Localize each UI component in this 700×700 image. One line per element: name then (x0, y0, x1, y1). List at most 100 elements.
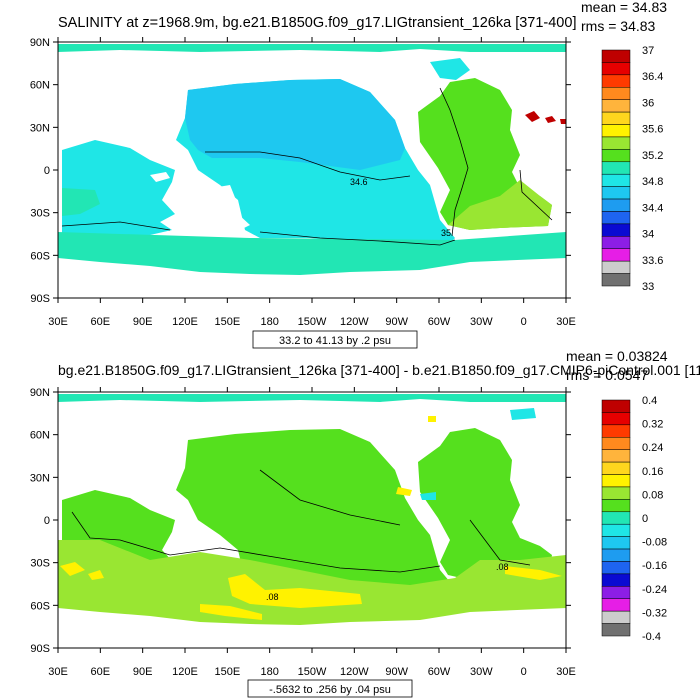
y-tick-label: 0 (44, 165, 50, 177)
mean-stat: mean = 34.83 (581, 0, 667, 15)
panel-title: SALINITY at z=1968.9m, bg.e21.B1850G.f09… (58, 15, 576, 31)
range-label: -.5632 to .256 by .04 psu (269, 684, 391, 696)
y-tick-label: 0 (44, 515, 50, 527)
colorbar-label: 36.4 (642, 71, 663, 83)
contour-label: .08 (266, 592, 279, 602)
y-tick-label: 90S (30, 643, 50, 655)
colorbar-swatch (601, 173, 631, 187)
colorbar-swatch (601, 111, 631, 125)
colorbar-swatch (601, 248, 631, 262)
colorbar-swatch (601, 474, 631, 488)
x-axis: 30E 60E 90E 120E 150E 180 150W 120W 90W 60W 30W 0 30… (48, 37, 576, 328)
colorbar-swatch (601, 511, 631, 525)
colorbar-swatch (601, 561, 631, 575)
colorbar-swatch (601, 461, 631, 475)
indian-shelf (62, 188, 100, 216)
colorbar-label: 34.4 (642, 202, 663, 214)
x-tick-label: 60W (428, 666, 451, 678)
rms-stat: rms = 0.0547 (566, 367, 648, 383)
colorbar-swatch (601, 449, 631, 463)
colorbar-swatch (601, 523, 631, 537)
contour-label: .08 (496, 562, 509, 572)
x-tick-label: 150W (298, 666, 327, 678)
southern-ocean (58, 540, 566, 625)
colorbar-swatch (601, 399, 631, 413)
x-tick-label: 60E (91, 666, 111, 678)
colorbar-swatch (601, 149, 631, 163)
colorbar-swatch (601, 124, 631, 138)
y-tick-label: 30S (30, 558, 50, 570)
x-tick-label: 90E (133, 316, 153, 328)
colorbar-swatch (601, 186, 631, 200)
x-tick-label: 30W (470, 316, 493, 328)
range-box: 33.2 to 41.13 by .2 psu (252, 330, 418, 349)
colorbar-label: 36 (642, 97, 654, 109)
x-tick-label: 30E (48, 666, 68, 678)
x-tick-label: 120E (172, 316, 198, 328)
north-pacific (185, 79, 405, 170)
rms-stat: rms = 34.83 (581, 18, 656, 34)
anomaly-patch (228, 574, 362, 608)
colorbar-label: -0.24 (642, 584, 667, 596)
colorbar-swatch (601, 49, 631, 63)
colorbar-swatch (601, 273, 631, 287)
indian-ocean (62, 140, 175, 237)
colorbar-label: 33 (642, 281, 654, 293)
colorbar-label: -0.4 (642, 631, 661, 643)
arctic-ocean (58, 44, 566, 52)
colorbar-label: 0.32 (642, 419, 663, 431)
x-tick-label: 150E (214, 316, 240, 328)
colorbar-swatch (601, 486, 631, 500)
colorbar-swatch (601, 136, 631, 150)
x-tick-label: 120W (340, 666, 369, 678)
colorbar-swatch (601, 610, 631, 624)
colorbar-label: 35.6 (642, 124, 663, 136)
colorbar-label: 33.6 (642, 255, 663, 267)
colorbar-label: 35.2 (642, 150, 663, 162)
y-tick-label: 90N (30, 37, 50, 49)
colorbar-swatch (601, 573, 631, 587)
colorbar-swatch (601, 536, 631, 550)
colorbar-swatch (601, 236, 631, 249)
colorbar-label: 0.4 (642, 395, 657, 407)
colorbar-swatch (601, 424, 631, 438)
colorbar-swatch (601, 623, 631, 637)
x-tick-label: 60E (91, 316, 111, 328)
colorbar-swatch (601, 260, 631, 274)
x-tick-label: 90W (385, 666, 408, 678)
panel-title: bg.e21.B1850G.f09_g17.LIGtransient_126ka… (58, 362, 700, 378)
x-tick-label: 180 (260, 666, 278, 678)
x-tick-label: 30E (556, 316, 576, 328)
y-tick-label: 60N (30, 430, 50, 442)
colorbar: 37 36.4 36 35.6 35.2 34.8 34.4 34 33.6 33 (601, 45, 663, 293)
south-atlantic (448, 180, 552, 230)
colorbar-swatch (601, 586, 631, 599)
map-top (58, 42, 566, 298)
colorbar-swatch (601, 211, 631, 225)
panel-top: SALINITY at z=1968.9m, bg.e21.B1850G.f09… (30, 0, 667, 349)
range-box: -.5632 to .256 by .04 psu (247, 679, 413, 698)
x-tick-label: 90E (133, 666, 153, 678)
med-outflow (525, 111, 540, 122)
x-tick-label: 0 (521, 316, 527, 328)
x-axis: 30E 60E 90E 120E 150E 180 150W 120W 90W 60W 30W 0 30… (48, 387, 576, 678)
x-tick-label: 150W (298, 316, 327, 328)
colorbar-swatch (601, 598, 631, 612)
contour-label: 34.6 (350, 177, 368, 187)
colorbar-swatch (601, 412, 631, 426)
colorbar-swatch (601, 198, 631, 212)
x-tick-label: 120W (340, 316, 369, 328)
x-tick-label: 30W (470, 666, 493, 678)
y-tick-label: 30S (30, 208, 50, 220)
x-tick-label: 180 (260, 316, 278, 328)
x-tick-label: 60W (428, 316, 451, 328)
colorbar-swatch (601, 62, 631, 76)
arctic-ocean (58, 394, 566, 402)
colorbar-swatch (601, 223, 631, 237)
range-label: 33.2 to 41.13 by .2 psu (279, 335, 391, 347)
colorbar-label: 0 (642, 513, 648, 525)
colorbar-label: -0.08 (642, 537, 667, 549)
y-tick-label: 60S (30, 600, 50, 612)
map-bottom (58, 392, 566, 648)
colorbar-label: -0.16 (642, 560, 667, 572)
